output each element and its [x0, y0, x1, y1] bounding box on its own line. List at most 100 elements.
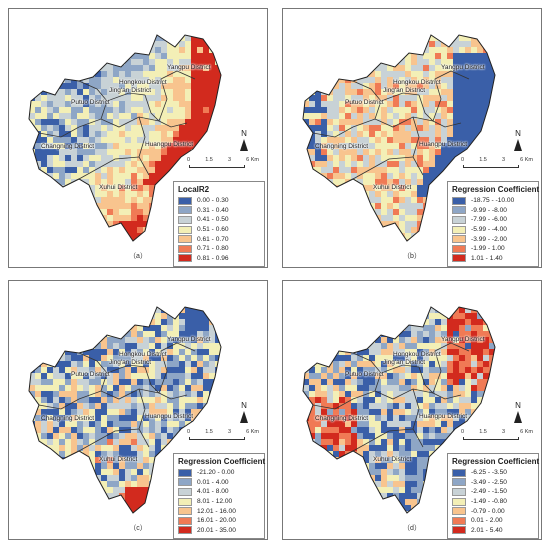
map-cell — [125, 131, 131, 137]
map-cell — [29, 119, 35, 125]
map-cell — [369, 445, 375, 451]
map-cell — [83, 487, 89, 493]
map-cell — [215, 131, 221, 137]
map-cell — [471, 113, 477, 119]
map-cell — [369, 197, 375, 203]
map-cell — [447, 35, 453, 41]
map-cell — [399, 355, 405, 361]
map-cell — [399, 143, 405, 149]
map-cell — [41, 107, 47, 113]
map-cell — [375, 35, 381, 41]
map-cell — [495, 403, 501, 409]
map-cell — [441, 155, 447, 161]
map-cell — [41, 149, 47, 155]
map-cell — [107, 227, 113, 233]
map-cell — [131, 143, 137, 149]
map-cell — [309, 47, 315, 53]
map-cell — [155, 197, 161, 203]
map-cell — [405, 101, 411, 107]
map-cell — [339, 233, 345, 239]
map-cell — [417, 215, 423, 221]
map-cell — [161, 373, 167, 379]
map-cell — [369, 179, 375, 185]
map-cell — [489, 131, 495, 137]
map-cell — [77, 209, 83, 215]
map-cell — [77, 481, 83, 487]
map-cell — [417, 155, 423, 161]
map-cell — [47, 83, 53, 89]
map-cell — [113, 421, 119, 427]
map-cell — [137, 307, 143, 313]
map-cell — [83, 481, 89, 487]
map-cell — [351, 101, 357, 107]
map-cell — [471, 101, 477, 107]
map-cell — [173, 403, 179, 409]
map-cell — [477, 143, 483, 149]
map-cell — [369, 29, 375, 35]
map-cell — [351, 233, 357, 239]
map-cell — [77, 397, 83, 403]
map-cell — [357, 113, 363, 119]
map-cell — [345, 107, 351, 113]
legend-label: 12.01 - 16.00 — [197, 507, 236, 515]
map-cell — [149, 325, 155, 331]
map-cell — [345, 433, 351, 439]
map-cell — [131, 53, 137, 59]
map-cell — [423, 161, 429, 167]
map-cell — [113, 355, 119, 361]
map-cell — [297, 131, 303, 137]
map-cell — [495, 397, 501, 403]
map-cell — [47, 409, 53, 415]
map-cell — [369, 173, 375, 179]
map-cell — [369, 319, 375, 325]
map-cell — [161, 355, 167, 361]
map-cell — [35, 349, 41, 355]
map-cell — [203, 101, 209, 107]
map-cell — [107, 143, 113, 149]
map-cell — [137, 71, 143, 77]
map-cell — [315, 137, 321, 143]
map-cell — [155, 221, 161, 227]
map-cell — [125, 445, 131, 451]
map-cell — [47, 29, 53, 35]
map-cell — [167, 331, 173, 337]
map-cell — [435, 427, 441, 433]
map-cell — [41, 361, 47, 367]
district-label: Hongkou District — [119, 351, 167, 358]
map-cell — [137, 173, 143, 179]
map-cell — [435, 385, 441, 391]
map-cell — [221, 107, 227, 113]
map-cell — [489, 149, 495, 155]
map-cell — [303, 77, 309, 83]
map-cell — [53, 337, 59, 343]
map-cell — [221, 173, 227, 179]
map-cell — [95, 451, 101, 457]
map-cell — [29, 71, 35, 77]
map-cell — [357, 149, 363, 155]
map-cell — [495, 337, 501, 343]
map-cell — [465, 409, 471, 415]
map-cell — [435, 433, 441, 439]
map-cell — [125, 185, 131, 191]
map-cell — [435, 191, 441, 197]
map-cell — [405, 319, 411, 325]
map-cell — [77, 301, 83, 307]
map-cell — [125, 173, 131, 179]
map-cell — [381, 185, 387, 191]
map-cell — [59, 385, 65, 391]
map-cell — [309, 191, 315, 197]
map-cell — [23, 505, 29, 511]
map-cell — [47, 385, 53, 391]
map-cell — [107, 367, 113, 373]
map-cell — [179, 373, 185, 379]
map-cell — [357, 29, 363, 35]
map-cell — [435, 149, 441, 155]
map-cell — [369, 95, 375, 101]
map-cell — [203, 77, 209, 83]
map-cell — [167, 391, 173, 397]
map-cell — [315, 319, 321, 325]
map-cell — [221, 29, 227, 35]
map-cell — [333, 101, 339, 107]
map-cell — [363, 113, 369, 119]
map-cell — [71, 83, 77, 89]
